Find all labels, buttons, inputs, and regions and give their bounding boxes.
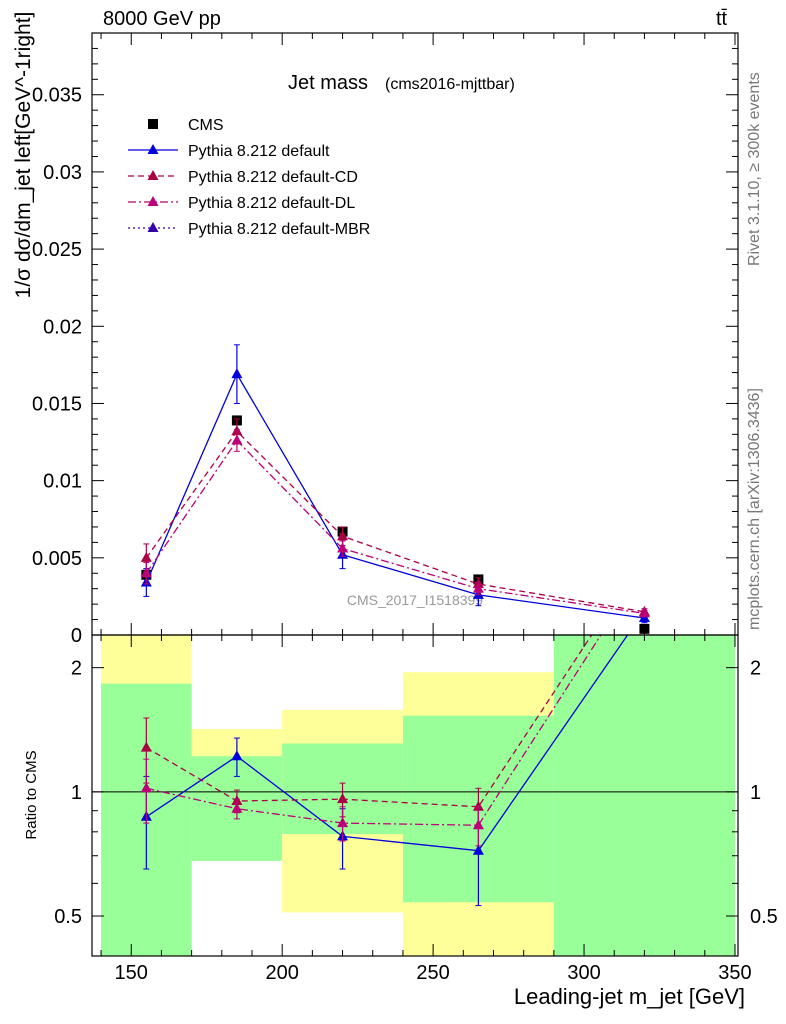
x-tick-label-250: 250 <box>416 962 449 984</box>
legend-marker-1 <box>147 144 159 154</box>
main-series: CMS_2017_I1518399 <box>140 344 650 634</box>
ratio-ytick-label-l-2: 2 <box>71 658 82 680</box>
x-tick-label-350: 350 <box>718 962 751 984</box>
header-left: 8000 GeV pp <box>103 8 221 30</box>
ratio-point-1-4 <box>639 549 650 559</box>
chart-subtitle: (cms2016-mjttbar) <box>385 76 515 93</box>
legend: CMS Pythia 8.212 default Pythia 8.212 defa… <box>128 117 370 238</box>
main-cms-point-4 <box>639 623 650 634</box>
x-tick-label-300: 300 <box>567 962 600 984</box>
x-axis-label: Leading-jet m_jet [GeV] <box>514 984 745 1009</box>
legend-marker-2 <box>147 170 159 180</box>
main-point-2-0 <box>140 551 152 562</box>
main-point-3-4 <box>638 607 650 618</box>
ratio-point-2-0 <box>140 782 152 793</box>
main-point-1-1 <box>231 368 243 379</box>
y-tick-label-0.01: 0.01 <box>43 471 82 493</box>
ratio-bands <box>92 635 738 956</box>
main-point-3-1 <box>231 434 243 445</box>
legend-label-2: Pythia 8.212 default-CD <box>188 169 358 186</box>
ratio-ytick-label-r-2: 2 <box>750 658 761 680</box>
y-axis-label: 1/σ dσ/dm_jet left[GeV^-1right] <box>12 12 35 299</box>
legend-label-3: Pythia 8.212 default-DL <box>188 195 355 212</box>
main-line-3 <box>145 439 645 615</box>
watermark-label: CMS_2017_I1518399 <box>347 592 483 608</box>
main-point-3-3 <box>472 582 484 593</box>
ratio-ytick-label-r-1: 1 <box>750 782 761 804</box>
legend-marker-3 <box>147 196 159 206</box>
y-tick-label-0.02: 0.02 <box>43 316 82 338</box>
main-line-2 <box>145 430 645 613</box>
ratio-ytick-label-l-0.5: 0.5 <box>54 906 82 928</box>
y-tick-label-0.035: 0.035 <box>32 85 82 107</box>
green-band-4 <box>553 635 735 956</box>
ratio-y-axis-label: Ratio to CMS <box>23 750 40 839</box>
axes: 150 200 250 300 350 0 0.005 0.01 0.015 0.02 0.025 0… <box>32 32 778 984</box>
main-line-1 <box>145 372 645 619</box>
header-right: tt̄ <box>716 8 728 30</box>
legend-label-0: CMS <box>188 117 224 134</box>
y-tick-label-0.005: 0.005 <box>32 548 82 570</box>
x-tick-label-150: 150 <box>115 962 148 984</box>
ratio-point-2-1 <box>231 802 243 813</box>
ratio-point-0-1 <box>231 750 243 761</box>
mcplots-note: mcplots.cern.ch [arXiv:1306.3436] <box>746 388 763 630</box>
ratio-ytick-label-r-0.5: 0.5 <box>750 906 778 928</box>
legend-label-4: Pythia 8.212 default-MBR <box>188 221 370 238</box>
ratio-series <box>140 549 650 907</box>
y-tick-label-0.025: 0.025 <box>32 239 82 261</box>
ratio-point-1-0 <box>140 741 152 752</box>
legend-marker-4 <box>147 222 159 232</box>
ratio-frame <box>91 634 739 957</box>
legend-cms-marker <box>148 119 158 129</box>
main-point-3-2 <box>337 542 349 553</box>
rivet-note: Rivet 3.1.10, ≥ 300k events <box>746 72 763 266</box>
x-tick-label-200: 200 <box>265 962 298 984</box>
legend-label-1: Pythia 8.212 default <box>188 143 330 160</box>
labels: Jet mass (cms2016-mjttbar) Leading-jet m_j… <box>12 12 745 1009</box>
main-point-2-2 <box>337 530 349 541</box>
y-tick-label-0.015: 0.015 <box>32 393 82 415</box>
main-point-3-0 <box>140 567 152 578</box>
ratio-ytick-label-l-1: 1 <box>71 782 82 804</box>
y-tick-label-0.03: 0.03 <box>43 162 82 184</box>
ratio-point-1-3 <box>472 800 484 811</box>
ratio-point-0-3 <box>472 844 484 855</box>
ratio-point-2-2 <box>337 817 349 828</box>
ratio-point-1-2 <box>337 793 349 804</box>
ratio-point-2-3 <box>472 819 484 830</box>
chart-title: Jet mass <box>288 72 368 94</box>
y-tick-label-0: 0 <box>71 625 82 647</box>
ratio-point-2-4 <box>639 561 650 571</box>
